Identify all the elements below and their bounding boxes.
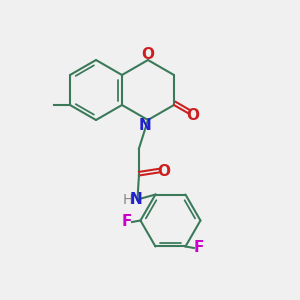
Text: F: F: [122, 214, 132, 230]
Text: N: N: [139, 118, 151, 134]
Text: O: O: [142, 47, 154, 62]
Text: F: F: [194, 241, 204, 256]
Text: O: O: [158, 164, 170, 178]
Text: O: O: [186, 109, 200, 124]
Text: N: N: [130, 192, 142, 207]
Text: H: H: [123, 193, 133, 206]
